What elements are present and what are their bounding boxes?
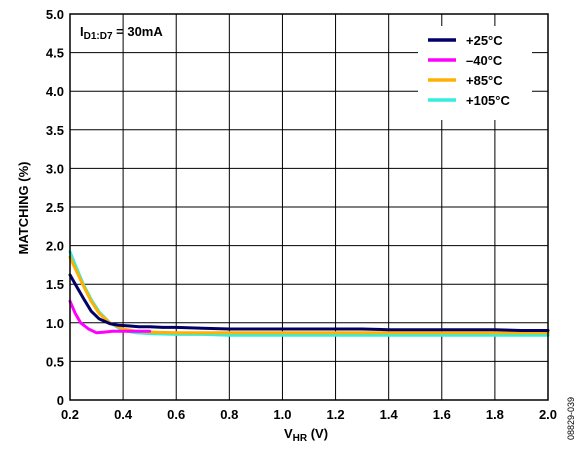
x-tick-label-9: 2.0: [539, 407, 557, 422]
x-axis-title-main: V: [284, 426, 293, 441]
x-tick-label-4: 1.0: [273, 407, 291, 422]
condition-annotation: ID1:D7 = 30mA: [80, 24, 163, 42]
series-line-1: [68, 299, 152, 335]
y-tick-label-4: 2.0: [46, 239, 64, 254]
series-line-0: [68, 273, 550, 332]
y-tick-labels: 0 0.5 1.0 1.5 2.0 2.5 3.0 3.5 4.0 4.5 5.0: [46, 7, 64, 408]
y-tick-label-0: 0: [57, 393, 64, 408]
x-axis-title-unit: (V): [307, 426, 328, 441]
y-tick-label-6: 3.0: [46, 161, 64, 176]
y-tick-label-8: 4.0: [46, 84, 64, 99]
series-line-2: [68, 255, 550, 335]
x-tick-label-1: 0.4: [114, 407, 133, 422]
x-tick-label-2: 0.6: [167, 407, 185, 422]
y-tick-label-7: 3.5: [46, 123, 64, 138]
legend-label-2: +85°C: [466, 73, 503, 88]
y-tick-label-1: 0.5: [46, 354, 64, 369]
y-tick-label-5: 2.5: [46, 200, 64, 215]
x-tick-label-0: 0.2: [61, 407, 79, 422]
x-tick-label-7: 1.6: [433, 407, 451, 422]
y-tick-label-2: 1.0: [46, 316, 64, 331]
legend-label-3: +105°C: [466, 93, 510, 108]
x-tick-label-5: 1.2: [327, 407, 345, 422]
y-tick-label-3: 1.5: [46, 277, 64, 292]
y-tick-label-10: 5.0: [46, 7, 64, 22]
annotation-sub: D1:D7: [84, 31, 113, 42]
x-tick-labels: 0.2 0.4 0.6 0.8 1.0 1.2 1.4 1.6 1.8 2.0: [61, 407, 557, 422]
annotation-rest: = 30mA: [113, 24, 164, 39]
annotation-main: I: [80, 24, 84, 39]
x-tick-label-6: 1.4: [380, 407, 399, 422]
legend-label-0: +25°C: [466, 33, 503, 48]
y-axis-title: MATCHING (%): [16, 162, 31, 255]
series-layer: [68, 250, 550, 337]
legend: +25°C –40°C +85°C +105°C: [418, 26, 532, 120]
legend-label-1: –40°C: [466, 53, 503, 68]
x-axis-title: VHR (V): [284, 426, 328, 444]
x-tick-label-8: 1.8: [486, 407, 504, 422]
plot-frame: [69, 13, 549, 401]
y-tick-label-9: 4.5: [46, 46, 64, 61]
figure-code: 08829-039: [566, 397, 576, 440]
x-tick-label-3: 0.8: [220, 407, 238, 422]
x-axis-title-sub: HR: [293, 433, 308, 444]
